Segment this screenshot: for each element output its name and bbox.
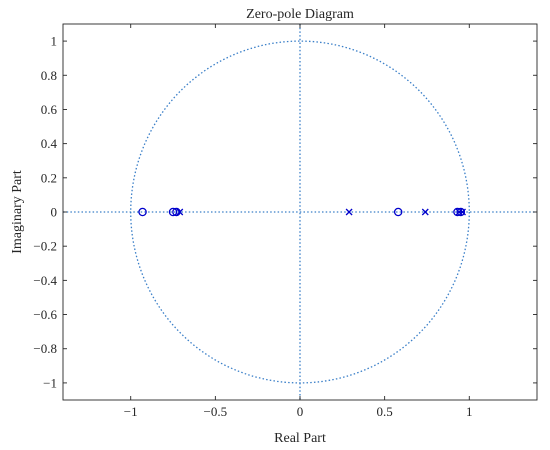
zero-marker <box>453 207 462 217</box>
pole-marker <box>459 208 466 216</box>
y-tick-label: 0.2 <box>41 170 57 185</box>
y-tick-label: 0.8 <box>41 68 57 83</box>
zero-marker <box>456 207 466 217</box>
pole-marker <box>176 208 184 216</box>
x-tick-label: 0 <box>297 404 304 419</box>
x-tick-label: 0.5 <box>377 404 393 419</box>
x-tick-label: 1 <box>466 404 473 419</box>
x-tick-label: −1 <box>124 404 138 419</box>
chart-title: Zero-pole Diagram <box>246 7 354 22</box>
x-tick-label: −0.5 <box>204 404 228 419</box>
y-tick-label: 0.6 <box>41 102 58 117</box>
y-tick-label: 0 <box>51 205 58 220</box>
y-tick-label: −0.6 <box>33 307 57 322</box>
y-tick-label: 0.4 <box>41 136 58 151</box>
y-axis-label: Imaginary Part <box>10 170 25 254</box>
y-tick-label: −1 <box>43 375 57 390</box>
y-tick-label: −0.8 <box>33 341 57 356</box>
zero-marker <box>138 207 147 217</box>
zero-marker <box>168 207 178 217</box>
y-tick-label: 1 <box>51 34 58 49</box>
pole-marker <box>345 208 353 216</box>
x-axis-label: Real Part <box>274 431 326 446</box>
plot-area: −1 −0.5 0 0.5 1 −1 −0.8 −0.6 −0.4 −0.2 0 0.2 0.4 0.6 0… <box>33 23 538 419</box>
pole-marker <box>421 208 429 216</box>
y-tick-label: −0.4 <box>33 273 57 288</box>
zero-marker <box>393 207 403 217</box>
y-tick-label: −0.2 <box>33 239 57 254</box>
